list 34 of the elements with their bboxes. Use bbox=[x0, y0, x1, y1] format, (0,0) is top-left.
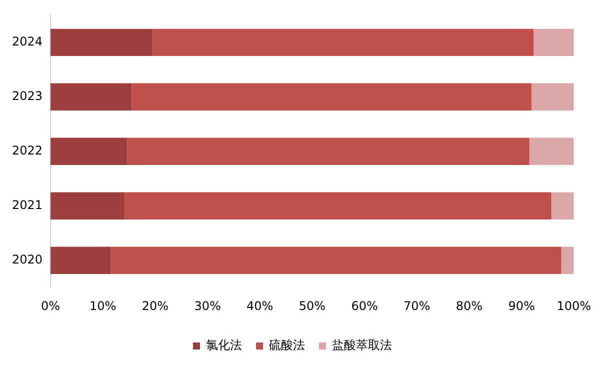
bar bbox=[110, 246, 562, 274]
x-tick-label: 10% bbox=[90, 298, 116, 313]
bar bbox=[50, 192, 125, 220]
y-tick-label: 2024 bbox=[12, 34, 43, 49]
x-tick-label: 100% bbox=[556, 298, 592, 313]
x-tick-label: 50% bbox=[298, 298, 326, 313]
x-tick-label: 80% bbox=[456, 298, 483, 313]
x-tick-label: 30% bbox=[194, 298, 221, 313]
bar bbox=[534, 28, 574, 56]
x-tick-label: 0% bbox=[41, 298, 60, 313]
y-tick-label: 2021 bbox=[12, 198, 43, 212]
bar bbox=[50, 28, 152, 56]
y-tick-label: 2023 bbox=[12, 89, 43, 104]
bar bbox=[132, 83, 532, 111]
bar bbox=[126, 138, 530, 166]
x-tick-label: 90% bbox=[508, 298, 535, 313]
legend-label: 盐酸萃取法 bbox=[332, 338, 392, 352]
bar bbox=[50, 246, 111, 274]
bar bbox=[551, 192, 574, 220]
y-tick-label: 2020 bbox=[12, 252, 43, 266]
legend-label: 硫酸法 bbox=[269, 338, 305, 352]
x-tick-label: 40% bbox=[246, 298, 274, 313]
bar bbox=[531, 83, 574, 111]
x-tick-label: 70% bbox=[404, 298, 430, 313]
bar bbox=[152, 28, 534, 56]
bar bbox=[50, 83, 132, 111]
bar bbox=[124, 192, 552, 220]
bar bbox=[50, 138, 127, 166]
bar bbox=[529, 138, 574, 166]
x-tick-label: 20% bbox=[142, 298, 169, 313]
x-tick-label: 60% bbox=[351, 298, 378, 313]
y-tick-label: 2022 bbox=[12, 144, 43, 158]
bar bbox=[561, 246, 574, 274]
legend-label: 氯化法 bbox=[206, 338, 242, 352]
